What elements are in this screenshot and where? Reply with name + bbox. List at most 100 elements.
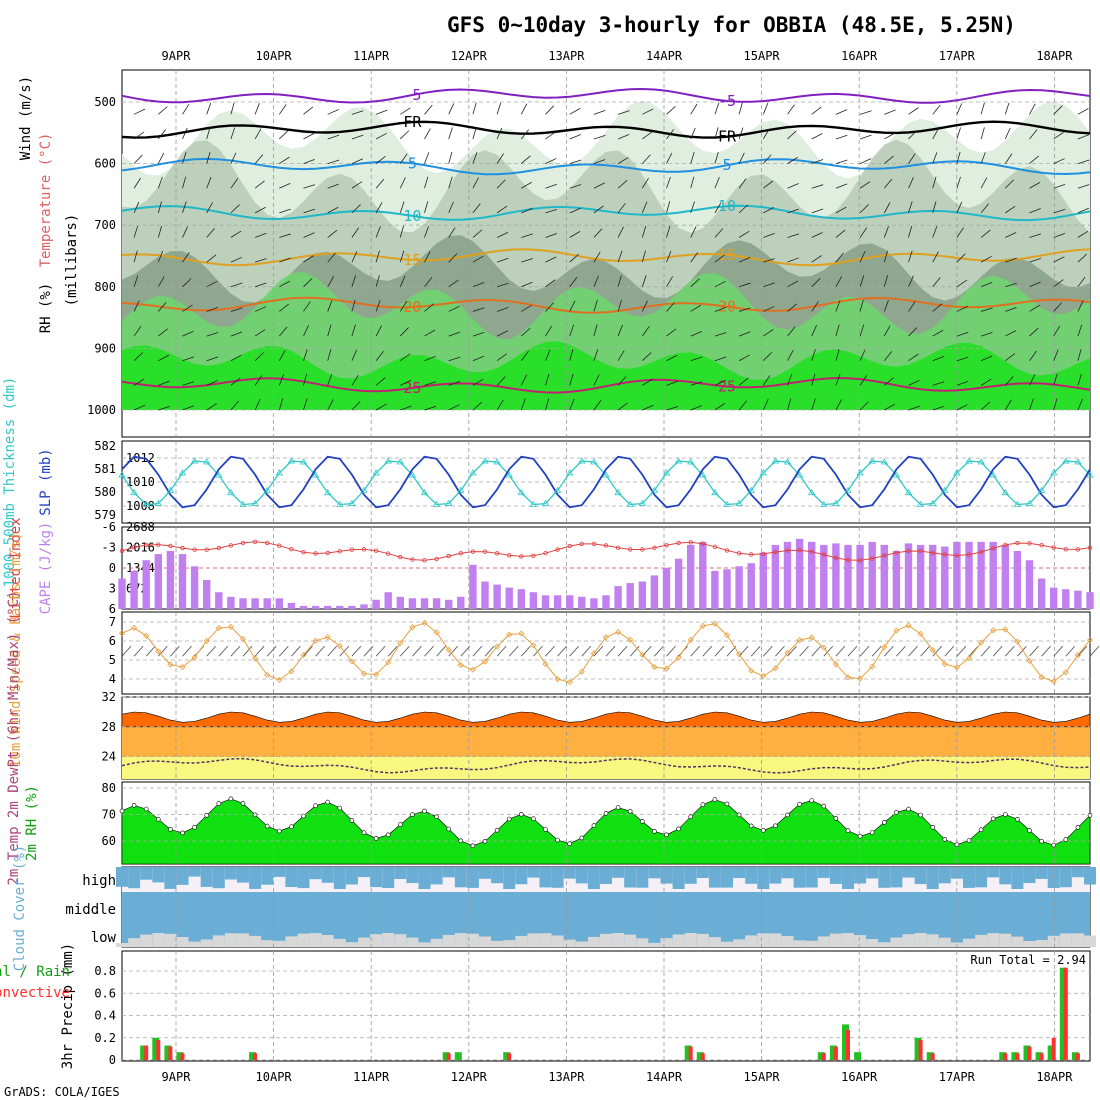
- cloud-low-bar: [321, 935, 334, 947]
- wind-barb: [303, 132, 315, 140]
- cloud-high-bar: [430, 867, 443, 885]
- wind-barb: [448, 305, 460, 312]
- cloud-high-bar: [1035, 867, 1048, 879]
- isotherm-label: 25: [718, 378, 736, 396]
- wind-barb: [593, 135, 606, 140]
- wind-barb: [932, 251, 939, 263]
- cape-bar: [614, 586, 622, 609]
- wind-barb: [206, 202, 214, 214]
- wind-barb: [375, 109, 388, 115]
- wind-speed-marker: [1062, 669, 1069, 676]
- cape-bar: [1013, 551, 1022, 609]
- thickness-marker: [348, 499, 356, 506]
- precip-convective-bar: [1075, 1053, 1080, 1060]
- wind-barb: [424, 176, 429, 189]
- wind-barb: [424, 251, 431, 263]
- wind-barb: [206, 306, 219, 312]
- wind-barb: [133, 275, 139, 287]
- wind-barb: [617, 250, 623, 263]
- wind-barb: [1077, 184, 1090, 189]
- wind-barb: [496, 232, 509, 238]
- wind-barb: [884, 155, 894, 164]
- thickness-marker: [432, 500, 441, 507]
- wind-barb: [690, 103, 698, 115]
- wind-barb: [279, 208, 291, 214]
- wind-barb: [351, 251, 358, 263]
- wind-barb: [690, 330, 702, 337]
- cape-bar: [215, 592, 223, 609]
- thickness-marker: [372, 469, 380, 476]
- wind-barb: [787, 104, 795, 115]
- rh2m-marker: [361, 830, 367, 836]
- cloud-low-bar: [237, 933, 249, 947]
- rh2m-marker: [1087, 812, 1093, 818]
- wind-barb: [448, 201, 454, 214]
- wind-barb: [569, 231, 581, 238]
- wind-barb: [182, 356, 195, 362]
- precip-total-bar: [829, 1045, 837, 1060]
- wind-barb: [496, 179, 506, 189]
- wind-barb: [714, 228, 724, 238]
- wind-barb: [1077, 207, 1090, 214]
- wind-barb: [1005, 353, 1016, 362]
- precip-total-bar: [842, 1024, 849, 1060]
- wind-barb: [254, 128, 262, 140]
- wind-barb: [375, 325, 383, 337]
- wind-speed-marker: [276, 676, 283, 683]
- cape-bar: [650, 575, 659, 609]
- cape-bar: [844, 544, 852, 609]
- surface-wind-barb: [448, 645, 458, 657]
- wind-barb: [714, 127, 719, 140]
- wind-barb: [762, 375, 771, 386]
- cape-bar: [517, 589, 525, 609]
- rh2m-marker: [724, 801, 730, 807]
- wind-barb: [254, 375, 263, 386]
- wind-barb: [182, 152, 187, 164]
- cloud-panel: high middle low Cloud Cover (%): [12, 845, 1096, 971]
- rh2m-marker: [918, 812, 923, 818]
- cloud-low-bar: [721, 941, 733, 947]
- isotherm-line: [121, 120, 1091, 139]
- wind-barb: [859, 181, 871, 189]
- precip-convective-bar: [1015, 1053, 1020, 1060]
- temp-band-mid: [122, 726, 1090, 757]
- wind-barb: [520, 129, 530, 140]
- wind-barb: [811, 349, 816, 361]
- thickness-marker: [771, 457, 780, 464]
- wind-barb: [424, 152, 430, 164]
- cloud-low-bar: [200, 939, 213, 947]
- wind-barb: [883, 325, 891, 337]
- wind-barb: [399, 275, 406, 287]
- wind-barb: [424, 128, 431, 140]
- wind-speed-marker: [373, 671, 380, 678]
- rh2m-marker: [1075, 825, 1081, 830]
- wind-barb: [617, 157, 629, 164]
- wind-barb: [327, 373, 333, 386]
- cape-bar: [166, 551, 175, 609]
- wind-barb: [424, 226, 429, 238]
- wind-barb: [666, 152, 673, 164]
- rh2m-marker: [458, 838, 464, 844]
- wind-barb: [1053, 158, 1065, 164]
- wind-speed-marker: [1050, 678, 1057, 685]
- wind-barb: [1029, 129, 1038, 140]
- cape-bar: [1001, 544, 1009, 609]
- cape-bar: [505, 587, 513, 609]
- wind-barb: [956, 279, 968, 288]
- wind-barb: [448, 103, 455, 115]
- wind-barb: [521, 208, 533, 214]
- rh-shading-band: [122, 341, 1090, 410]
- cape-bar: [699, 541, 707, 609]
- wind-barb: [254, 306, 267, 312]
- wind-barb: [133, 250, 138, 263]
- surface-wind-barb: [545, 645, 555, 657]
- rh2m-marker: [228, 796, 234, 802]
- thickness-marker: [239, 500, 247, 507]
- surface-wind-barb: [133, 645, 144, 657]
- rh2m-marker: [506, 816, 512, 822]
- wind-barb: [908, 327, 918, 337]
- cape-bar: [1050, 587, 1058, 609]
- pressure-tick-label: 1000: [87, 403, 116, 417]
- wind-barb: [375, 377, 386, 386]
